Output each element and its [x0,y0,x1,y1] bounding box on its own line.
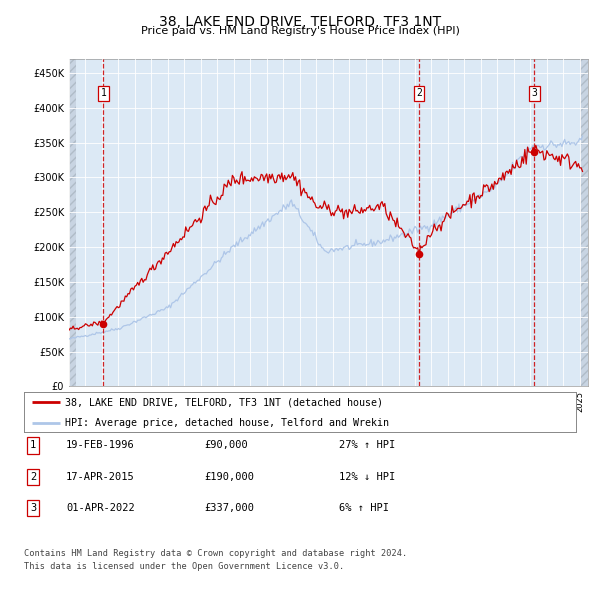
Text: 12% ↓ HPI: 12% ↓ HPI [339,472,395,481]
Text: 1: 1 [100,88,106,99]
Bar [580,59,588,386]
Text: 2: 2 [416,88,422,99]
Text: £337,000: £337,000 [204,503,254,513]
Text: 38, LAKE END DRIVE, TELFORD, TF3 1NT: 38, LAKE END DRIVE, TELFORD, TF3 1NT [159,15,441,29]
Text: 38, LAKE END DRIVE, TELFORD, TF3 1NT (detached house): 38, LAKE END DRIVE, TELFORD, TF3 1NT (de… [65,397,383,407]
Text: 17-APR-2015: 17-APR-2015 [66,472,135,481]
Text: £190,000: £190,000 [204,472,254,481]
Text: 2: 2 [30,472,36,481]
Text: 01-APR-2022: 01-APR-2022 [66,503,135,513]
Text: £90,000: £90,000 [204,441,248,450]
Text: Contains HM Land Registry data © Crown copyright and database right 2024.: Contains HM Land Registry data © Crown c… [24,549,407,558]
Text: This data is licensed under the Open Government Licence v3.0.: This data is licensed under the Open Gov… [24,562,344,571]
Text: 27% ↑ HPI: 27% ↑ HPI [339,441,395,450]
Bar [69,59,76,386]
Text: 3: 3 [532,88,538,99]
Text: HPI: Average price, detached house, Telford and Wrekin: HPI: Average price, detached house, Telf… [65,418,389,428]
Text: Price paid vs. HM Land Registry's House Price Index (HPI): Price paid vs. HM Land Registry's House … [140,26,460,36]
Text: 19-FEB-1996: 19-FEB-1996 [66,441,135,450]
Text: 3: 3 [30,503,36,513]
Text: 6% ↑ HPI: 6% ↑ HPI [339,503,389,513]
Text: 1: 1 [30,441,36,450]
